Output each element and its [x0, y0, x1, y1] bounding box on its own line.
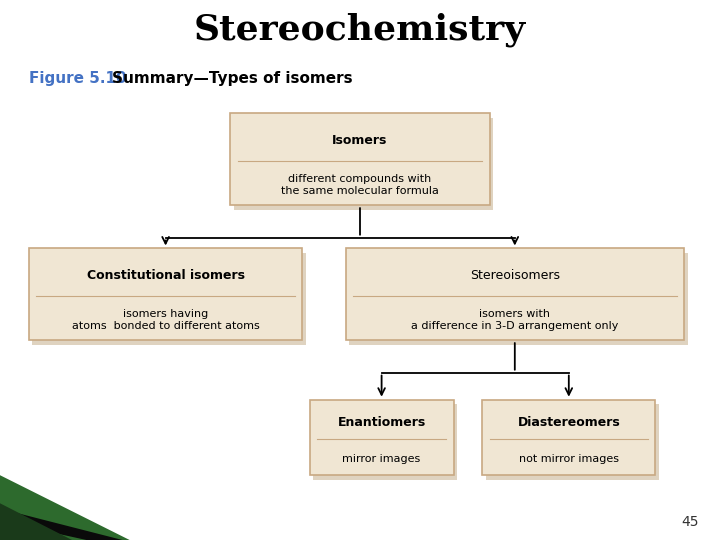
FancyBboxPatch shape — [310, 400, 454, 475]
FancyBboxPatch shape — [29, 248, 302, 340]
Polygon shape — [0, 509, 122, 540]
Text: isomers having
atoms  bonded to different atoms: isomers having atoms bonded to different… — [72, 309, 259, 331]
Polygon shape — [0, 475, 130, 540]
Text: Stereochemistry: Stereochemistry — [194, 12, 526, 47]
Text: Stereoisomers: Stereoisomers — [469, 269, 560, 282]
Text: 45: 45 — [681, 515, 698, 529]
Text: Constitutional isomers: Constitutional isomers — [86, 269, 245, 282]
FancyBboxPatch shape — [482, 400, 655, 475]
Polygon shape — [0, 503, 72, 540]
Text: different compounds with
the same molecular formula: different compounds with the same molecu… — [281, 174, 439, 196]
FancyBboxPatch shape — [234, 118, 493, 210]
FancyBboxPatch shape — [313, 404, 457, 480]
Text: Isomers: Isomers — [333, 134, 387, 147]
Text: isomers with
a difference in 3-D arrangement only: isomers with a difference in 3-D arrange… — [411, 309, 618, 331]
Text: Summary—Types of isomers: Summary—Types of isomers — [112, 71, 352, 86]
Text: mirror images: mirror images — [343, 454, 420, 463]
FancyBboxPatch shape — [346, 248, 684, 340]
Text: Diastereomers: Diastereomers — [518, 416, 620, 429]
Text: Figure 5.10: Figure 5.10 — [29, 71, 127, 86]
FancyBboxPatch shape — [349, 253, 688, 345]
Text: not mirror images: not mirror images — [519, 454, 618, 463]
FancyBboxPatch shape — [230, 113, 490, 205]
FancyBboxPatch shape — [486, 404, 659, 480]
FancyBboxPatch shape — [32, 253, 306, 345]
Text: Enantiomers: Enantiomers — [338, 416, 426, 429]
